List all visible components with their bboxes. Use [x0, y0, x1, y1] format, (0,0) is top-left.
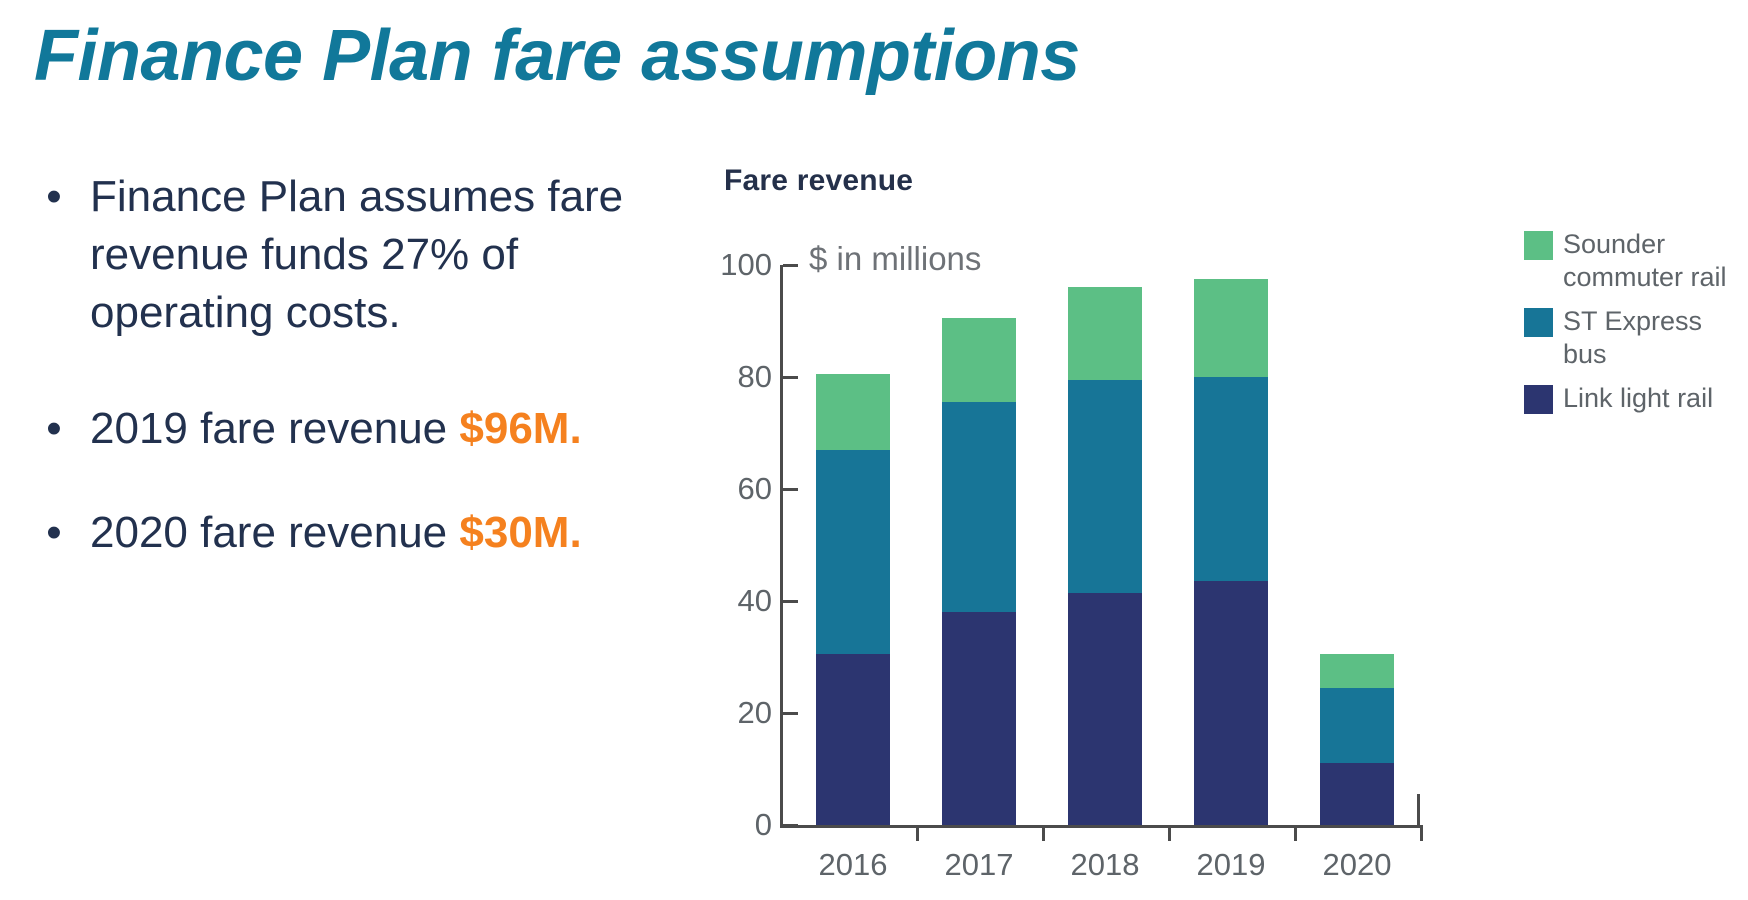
stacked-bar[interactable]	[1320, 654, 1394, 825]
bar-segment[interactable]	[1068, 379, 1142, 593]
y-axis-tick: 0	[755, 807, 798, 842]
bar-segment[interactable]	[816, 654, 890, 825]
bullet-list: • Finance Plan assumes fare revenue fund…	[18, 168, 718, 598]
chart-legend: Sounder commuter rail ST Express bus Link …	[1524, 228, 1739, 426]
bar-segment[interactable]	[816, 449, 890, 655]
bar-segment[interactable]	[942, 612, 1016, 825]
bullet-text-accent: $96M.	[459, 404, 582, 453]
y-axis-line	[780, 265, 783, 825]
x-axis-category-label: 2017	[944, 847, 1014, 882]
bullet-point-icon: •	[46, 404, 62, 453]
bar-segment[interactable]	[1068, 592, 1142, 825]
y-axis-tick: 100	[720, 247, 798, 282]
plot-area: 0 20 40 60 80 100 2016 2017 2018 2019 2020	[720, 247, 1430, 882]
x-axis-tick	[916, 825, 919, 841]
y-axis-tick-label: 80	[737, 359, 772, 394]
y-axis-tick-label: 40	[737, 583, 772, 618]
chart-title: Fare revenue	[724, 164, 914, 197]
legend-item[interactable]: ST Express bus	[1524, 305, 1739, 371]
x-axis-category-label: 2016	[818, 847, 888, 882]
y-axis-tick-label: 20	[737, 695, 772, 730]
fare-revenue-chart: Fare revenue $ in millions 0 20 40 60 80 100 …	[720, 164, 1734, 882]
bullet-text-accent: $30M.	[459, 508, 582, 557]
bullet-point-icon: •	[46, 508, 62, 557]
bar-segment[interactable]	[1194, 377, 1268, 582]
bar-segment[interactable]	[816, 374, 890, 450]
y-axis-tick-label: 60	[737, 471, 772, 506]
x-axis-category-label: 2020	[1322, 847, 1392, 882]
bullet-text-plain: Finance Plan assumes fare revenue funds …	[90, 172, 624, 337]
legend-item[interactable]: Link light rail	[1524, 382, 1739, 415]
y-axis-tick-label: 100	[720, 247, 772, 282]
bar-segment[interactable]	[1320, 763, 1394, 825]
legend-item-label: Link light rail	[1563, 383, 1714, 413]
stacked-bar[interactable]	[816, 374, 890, 825]
bar-segment[interactable]	[1068, 287, 1142, 380]
x-axis-tick	[1420, 825, 1423, 841]
bar-segment[interactable]	[942, 318, 1016, 403]
y-axis-tick-label: 0	[754, 807, 772, 842]
bullet-point-icon: •	[46, 172, 62, 221]
bullet-text: 2020 fare revenue $30M.	[90, 504, 582, 562]
x-axis-category-label: 2018	[1070, 847, 1140, 882]
bullet-text: 2019 fare revenue $96M.	[90, 400, 582, 458]
x-axis-tick	[1168, 825, 1171, 841]
bar-segment[interactable]	[1194, 279, 1268, 378]
bar-segment[interactable]	[942, 402, 1016, 613]
legend-color-swatch-icon	[1524, 231, 1553, 260]
y-axis-tick: 60	[738, 471, 798, 506]
x-axis-tick	[1042, 825, 1045, 841]
stacked-bar[interactable]	[1194, 279, 1268, 825]
stacked-bar[interactable]	[942, 318, 1016, 825]
list-item: • 2020 fare revenue $30M.	[18, 504, 718, 562]
chart-units-annotation: $ in millions	[809, 240, 982, 277]
legend-color-swatch-icon	[1524, 385, 1553, 414]
bullet-text-plain: 2020 fare revenue	[90, 508, 460, 557]
x-axis-category-label: 2019	[1196, 847, 1266, 882]
y-axis-tick: 80	[738, 359, 798, 394]
legend-item[interactable]: Sounder commuter rail	[1524, 228, 1739, 294]
x-axis-line	[780, 825, 1420, 828]
bar-segment[interactable]	[1320, 687, 1394, 764]
legend-item-label: Sounder commuter rail	[1563, 229, 1727, 292]
list-item: • 2019 fare revenue $96M.	[18, 400, 718, 458]
x-axis-end-cap	[1417, 794, 1420, 828]
x-axis-tick	[1294, 825, 1297, 841]
bullet-text: Finance Plan assumes fare revenue funds …	[90, 168, 690, 342]
legend-item-label: ST Express bus	[1563, 306, 1703, 369]
stacked-bar[interactable]	[1068, 287, 1142, 825]
y-axis-tick: 20	[738, 695, 798, 730]
bullet-text-plain: 2019 fare revenue	[90, 404, 460, 453]
bar-segment[interactable]	[1320, 654, 1394, 688]
bar-segment[interactable]	[1194, 581, 1268, 825]
y-axis-tick: 40	[738, 583, 798, 618]
list-item: • Finance Plan assumes fare revenue fund…	[18, 168, 718, 342]
page-title: Finance Plan fare assumptions	[34, 16, 1080, 96]
legend-color-swatch-icon	[1524, 308, 1553, 337]
